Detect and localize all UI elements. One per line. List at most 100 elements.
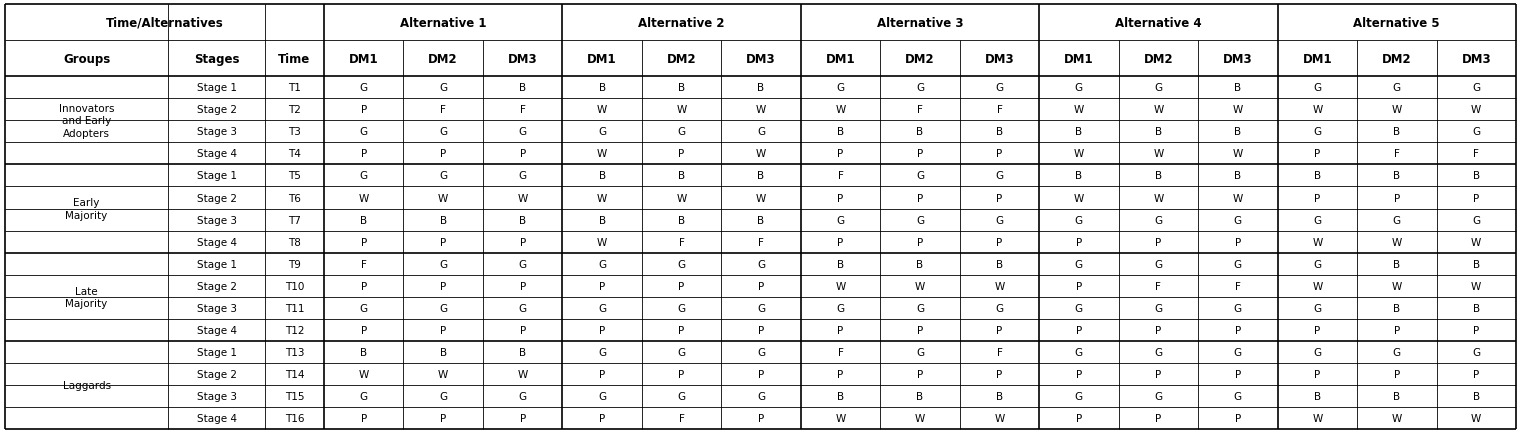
Text: W: W [1392, 281, 1402, 291]
Text: W: W [1232, 149, 1243, 159]
Text: B: B [996, 259, 1002, 269]
Text: P: P [520, 149, 526, 159]
Text: G: G [1472, 347, 1480, 357]
Text: P: P [996, 325, 1002, 335]
Text: B: B [1472, 259, 1480, 269]
Text: Stage 2: Stage 2 [196, 193, 237, 203]
Text: P: P [1075, 369, 1081, 379]
Text: P: P [1156, 413, 1162, 423]
Text: W: W [438, 193, 449, 203]
Text: DM1: DM1 [1065, 53, 1094, 66]
Text: T15: T15 [284, 391, 304, 401]
Text: B: B [996, 127, 1002, 137]
Text: Late
Majority: Late Majority [65, 286, 108, 308]
Text: P: P [1075, 413, 1081, 423]
Text: W: W [835, 281, 846, 291]
Text: G: G [1313, 127, 1322, 137]
Text: W: W [1313, 105, 1322, 115]
Text: B: B [440, 215, 447, 225]
Text: G: G [359, 83, 368, 93]
Text: F: F [1474, 149, 1480, 159]
Text: Alternative 3: Alternative 3 [876, 16, 963, 30]
Text: B: B [599, 83, 605, 93]
Text: B: B [1314, 171, 1320, 181]
Text: T2: T2 [287, 105, 301, 115]
Text: W: W [359, 369, 368, 379]
Text: W: W [1313, 237, 1322, 247]
Text: B: B [1393, 127, 1401, 137]
Text: G: G [440, 83, 447, 93]
Text: B: B [757, 171, 765, 181]
Text: G: G [995, 303, 1004, 313]
Text: DM3: DM3 [984, 53, 1015, 66]
Text: P: P [520, 237, 526, 247]
Text: DM2: DM2 [905, 53, 935, 66]
Text: G: G [995, 215, 1004, 225]
Text: G: G [1075, 303, 1083, 313]
Text: G: G [1313, 215, 1322, 225]
Text: P: P [1075, 325, 1081, 335]
Text: P: P [996, 193, 1002, 203]
Text: W: W [1074, 105, 1084, 115]
Text: W: W [1471, 105, 1481, 115]
Text: G: G [1472, 127, 1480, 137]
Text: W: W [756, 149, 767, 159]
Text: P: P [440, 281, 446, 291]
Text: B: B [1154, 127, 1162, 137]
Text: P: P [1474, 193, 1480, 203]
Text: G: G [677, 259, 686, 269]
Text: W: W [1074, 193, 1084, 203]
Text: G: G [1075, 347, 1083, 357]
Text: T11: T11 [284, 303, 304, 313]
Text: B: B [599, 171, 605, 181]
Text: DM3: DM3 [1223, 53, 1253, 66]
Text: P: P [520, 281, 526, 291]
Text: Stage 1: Stage 1 [196, 171, 237, 181]
Text: P: P [1075, 237, 1081, 247]
Text: W: W [1232, 193, 1243, 203]
Text: F: F [838, 347, 844, 357]
Text: W: W [995, 413, 1004, 423]
Text: P: P [1474, 325, 1480, 335]
Text: W: W [995, 281, 1004, 291]
Text: F: F [520, 105, 526, 115]
Text: Stage 2: Stage 2 [196, 369, 237, 379]
Text: T7: T7 [287, 215, 301, 225]
Text: P: P [440, 149, 446, 159]
Text: B: B [1075, 171, 1083, 181]
Text: G: G [1234, 391, 1243, 401]
Text: G: G [1313, 83, 1322, 93]
Text: DM2: DM2 [1383, 53, 1411, 66]
Text: DM3: DM3 [508, 53, 537, 66]
Text: B: B [519, 347, 526, 357]
Text: G: G [359, 391, 368, 401]
Text: B: B [519, 83, 526, 93]
Text: Stage 2: Stage 2 [196, 281, 237, 291]
Text: T9: T9 [287, 259, 301, 269]
Text: P: P [917, 149, 923, 159]
Text: W: W [914, 281, 925, 291]
Text: Stage 4: Stage 4 [196, 413, 237, 423]
Text: P: P [360, 105, 367, 115]
Text: F: F [996, 105, 1002, 115]
Text: W: W [1153, 149, 1164, 159]
Text: B: B [757, 83, 765, 93]
Text: G: G [1313, 259, 1322, 269]
Text: P: P [838, 369, 844, 379]
Text: P: P [440, 237, 446, 247]
Text: Stage 1: Stage 1 [196, 83, 237, 93]
Text: G: G [440, 303, 447, 313]
Text: P: P [757, 281, 764, 291]
Text: G: G [1393, 347, 1401, 357]
Text: W: W [677, 193, 686, 203]
Text: B: B [757, 215, 765, 225]
Text: G: G [1313, 303, 1322, 313]
Text: P: P [360, 325, 367, 335]
Text: T16: T16 [284, 413, 304, 423]
Text: T4: T4 [287, 149, 301, 159]
Text: P: P [520, 325, 526, 335]
Text: B: B [1472, 303, 1480, 313]
Text: G: G [359, 171, 368, 181]
Text: G: G [916, 83, 925, 93]
Text: B: B [1393, 303, 1401, 313]
